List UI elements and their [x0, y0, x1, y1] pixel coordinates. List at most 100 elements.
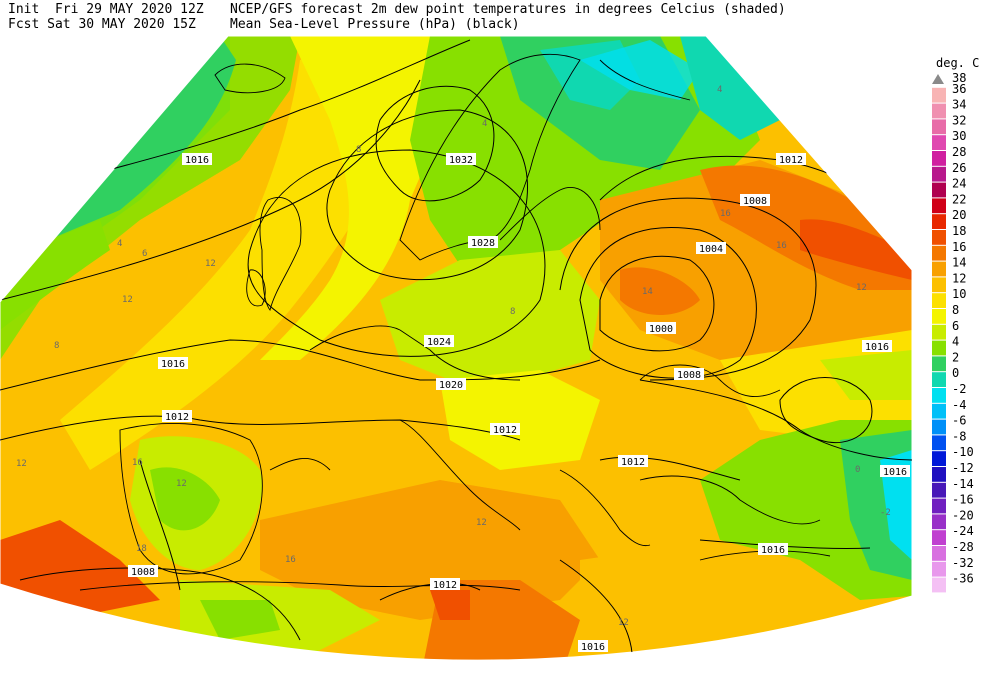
- init-time: Init Fri 29 MAY 2020 12Z: [8, 2, 204, 17]
- legend-value: -20: [952, 508, 974, 522]
- legend-value: 34: [952, 98, 966, 112]
- legend-value: -32: [952, 556, 974, 570]
- legend-value: 2: [952, 350, 959, 364]
- dewpoint-label: 6: [142, 249, 147, 259]
- legend-value: 38: [952, 71, 966, 85]
- legend-value: 12: [952, 271, 966, 285]
- isobar-label: 1016: [761, 545, 785, 556]
- isobar-labels: 1016 1012 1008 1004 1000 1032 1028 1024 …: [128, 153, 910, 653]
- legend-swatch: [932, 166, 946, 182]
- legend-value: 32: [952, 113, 966, 127]
- legend-value: 30: [952, 129, 966, 143]
- legend-value: 16: [952, 240, 966, 254]
- legend-value: 36: [952, 82, 966, 96]
- legend-value: -8: [952, 429, 966, 443]
- legend-swatch: [932, 151, 946, 166]
- legend-value: -36: [952, 572, 974, 586]
- legend-value: -12: [952, 461, 974, 475]
- legend-value: -28: [952, 540, 974, 554]
- legend-swatch: [932, 482, 946, 498]
- legend-swatch: [932, 514, 946, 530]
- legend-value: 6: [952, 319, 959, 333]
- legend-swatch: [932, 577, 946, 593]
- dewpoint-label: 12: [618, 618, 629, 628]
- legend-value: 10: [952, 287, 966, 301]
- forecast-time: Fcst Sat 30 MAY 2020 15Z: [8, 17, 196, 32]
- dewpoint-map: 1016 1012 1008 1004 1000 1032 1028 1024 …: [0, 35, 913, 661]
- legend-arrow: [932, 74, 944, 84]
- isobar-label: 1028: [471, 238, 495, 249]
- dewpoint-label: 12: [122, 295, 133, 305]
- isobar-label: 1012: [165, 412, 189, 423]
- dewpoint-label: 16: [285, 555, 296, 565]
- color-legend: deg. C 38 36 34 32 30 28 26 24 22 20 18 16 14 12 10 8 6 4…: [926, 56, 1000, 616]
- legend-value: 8: [952, 303, 959, 317]
- legend-value: -2: [952, 382, 966, 396]
- legend-value: -24: [952, 524, 974, 538]
- legend-swatch: [932, 198, 946, 214]
- isobar-label: 1016: [883, 467, 907, 478]
- dewpoint-label: 16: [776, 241, 787, 251]
- dewpoint-label: 8: [510, 307, 515, 317]
- dewpoint-label: 12: [476, 518, 487, 528]
- legend-value: 0: [952, 366, 959, 380]
- isobar-label: 1016: [581, 642, 605, 653]
- legend-swatch: [932, 467, 946, 482]
- legend-swatch: [932, 356, 946, 372]
- dewpoint-label: 12: [856, 283, 867, 293]
- legend-value: -14: [952, 477, 974, 491]
- legend-value: 28: [952, 145, 966, 159]
- map-subtitle: Mean Sea-Level Pressure (hPa) (black): [230, 17, 520, 32]
- legend-value: 18: [952, 224, 966, 238]
- legend-swatch: [932, 119, 946, 135]
- dewpoint-label: 12: [205, 259, 216, 269]
- dewpoint-label: -2: [880, 508, 891, 518]
- dewpoint-label: 4: [717, 85, 722, 95]
- legend-swatch: [932, 561, 946, 577]
- isobar-label: 1032: [449, 155, 473, 166]
- legend-swatch: [932, 340, 946, 356]
- isobar-label: 1008: [131, 567, 155, 578]
- dewpoint-label: 12: [16, 459, 27, 469]
- legend-value: -16: [952, 493, 974, 507]
- coastlines: [79, 53, 831, 591]
- legend-value: 26: [952, 161, 966, 175]
- map-title: NCEP/GFS forecast 2m dew point temperatu…: [230, 2, 786, 17]
- legend-unit: deg. C: [936, 56, 980, 70]
- legend-swatch: [932, 245, 946, 261]
- legend-swatch: [932, 182, 946, 198]
- legend-value: 22: [952, 192, 966, 206]
- isobar-label: 1004: [699, 244, 723, 255]
- isobar-label: 1012: [779, 155, 803, 166]
- legend-swatch: [932, 293, 946, 308]
- legend-swatch: [932, 451, 946, 466]
- legend-swatch: [932, 277, 946, 293]
- isobars: [0, 39, 912, 661]
- legend-value: 20: [952, 208, 966, 222]
- isobar-label: 1012: [493, 425, 517, 436]
- legend-swatch: [932, 388, 946, 403]
- isobar-label: 1008: [743, 196, 767, 207]
- dewpoint-label: 8: [54, 341, 59, 351]
- legend-swatch: [932, 403, 946, 419]
- dewpoint-label: 4: [482, 119, 487, 129]
- legend-swatch: [932, 372, 946, 387]
- legend-swatch: [932, 546, 946, 561]
- dewpoint-labels: 8 12 4 6 12 12 8 16 12 16 14 12 4 0 -2 4…: [16, 85, 891, 628]
- legend-swatch: [932, 135, 946, 150]
- isobar-label: 1016: [161, 359, 185, 370]
- isobar-label: 1012: [621, 457, 645, 468]
- dewpoint-label: 16: [132, 458, 143, 468]
- legend-value: 4: [952, 335, 959, 349]
- dewpoint-label: 4: [117, 239, 122, 249]
- legend-swatch: [932, 230, 946, 245]
- isobar-label: 1024: [427, 337, 451, 348]
- legend-value: 14: [952, 256, 966, 270]
- isobar-label: 1000: [649, 324, 673, 335]
- isobar-label: 1016: [865, 342, 889, 353]
- dewpoint-label: 8: [356, 145, 361, 155]
- isobar-label: 1012: [433, 580, 457, 591]
- dewpoint-label: 18: [136, 544, 147, 554]
- legend-value: -10: [952, 445, 974, 459]
- isobar-label: 1020: [439, 380, 463, 391]
